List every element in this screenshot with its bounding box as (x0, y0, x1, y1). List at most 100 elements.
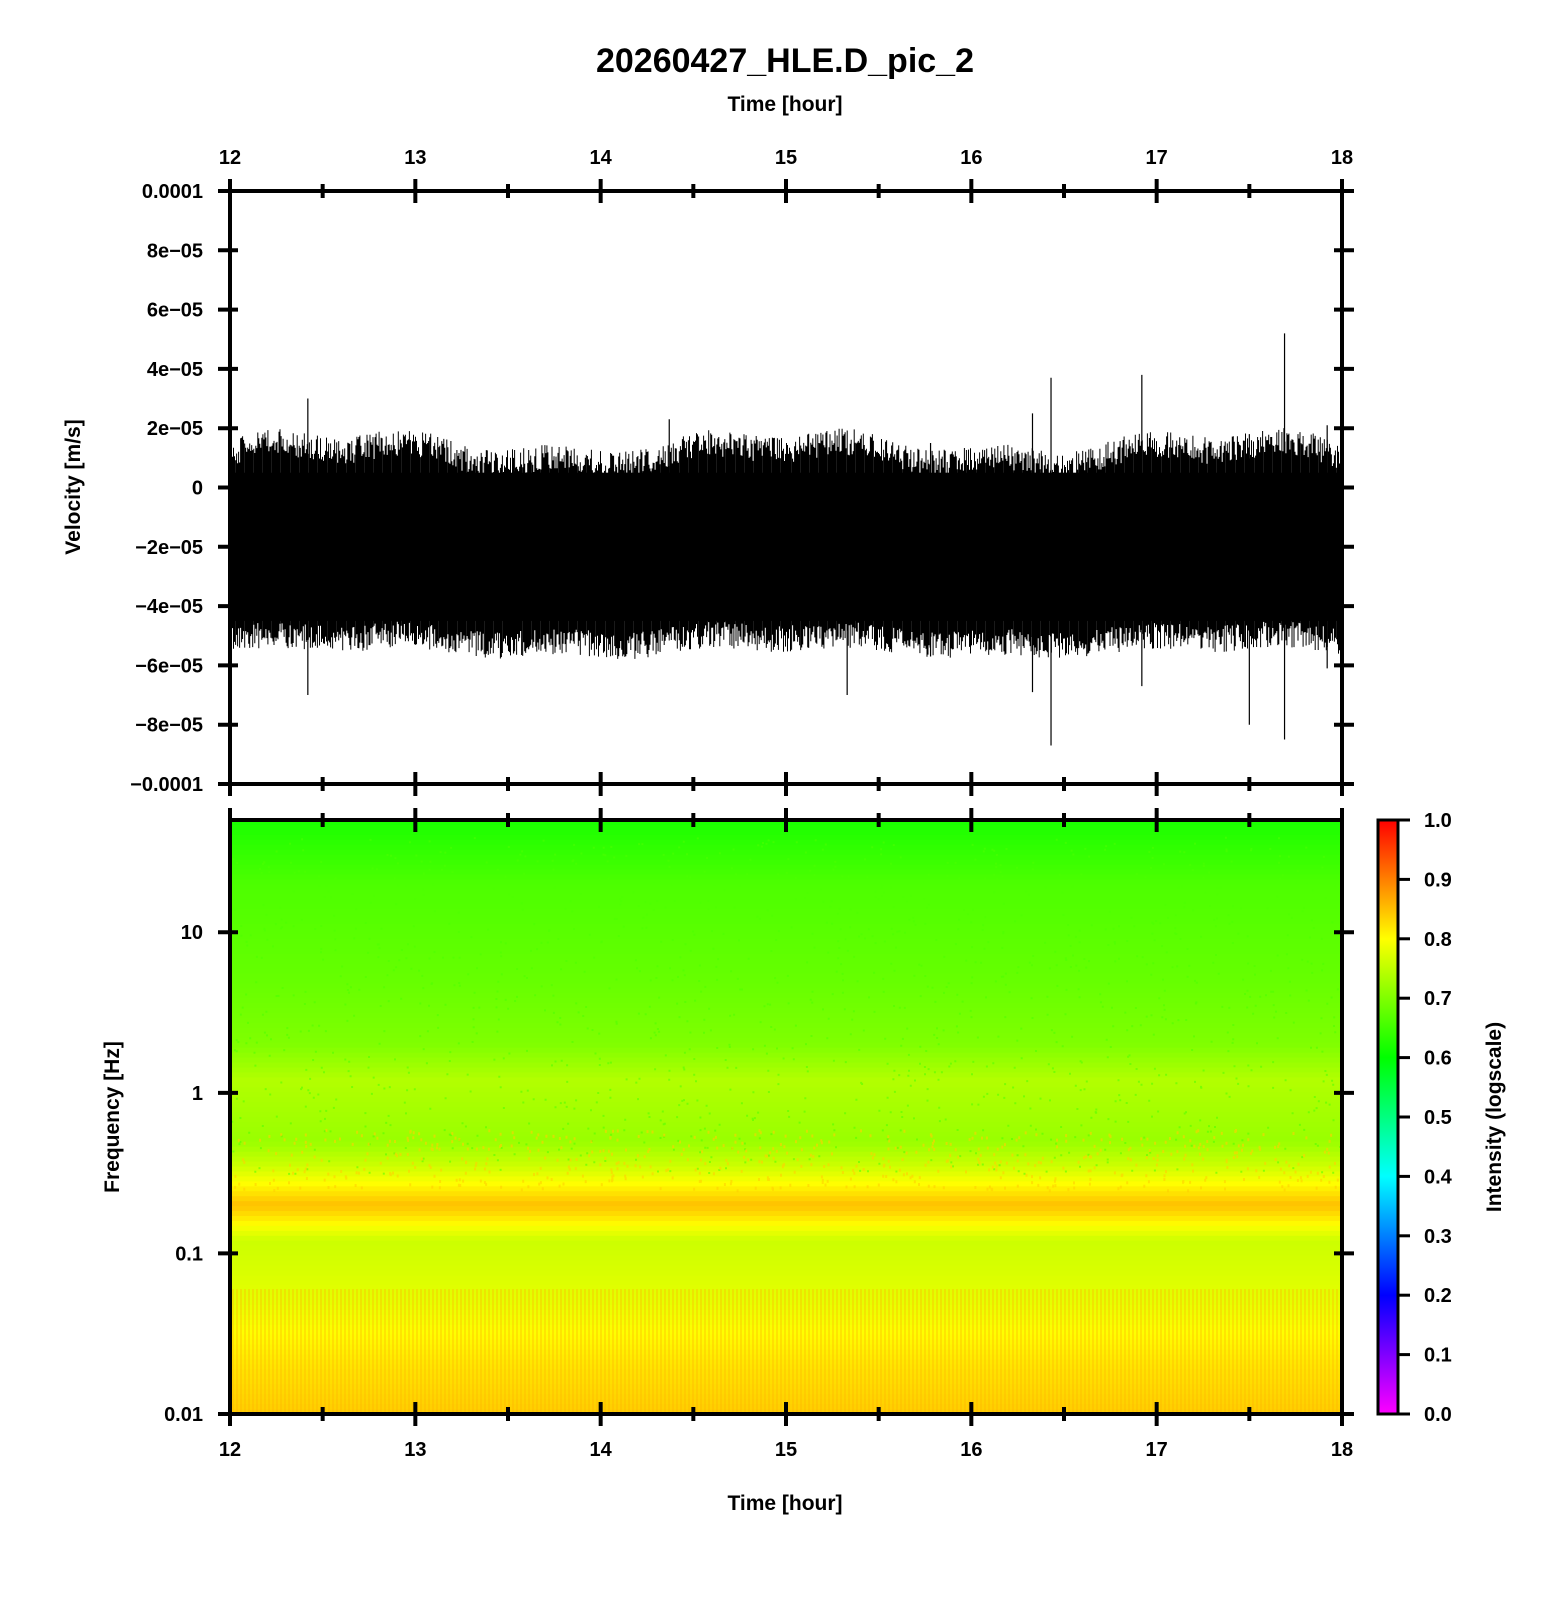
spectrogram-row (230, 889, 1342, 895)
spectrogram-row (230, 1240, 1342, 1247)
spectrogram-row (230, 943, 1342, 950)
spectrogram-row (230, 1032, 1342, 1039)
waveform-top-x-tick-label: 15 (775, 147, 797, 169)
spectrogram-row (230, 1285, 1342, 1291)
spectrogram-row (230, 988, 1342, 994)
spectrogram-y-tick-label: 0.01 (164, 1404, 203, 1426)
spectrogram-row (230, 834, 1342, 841)
spectrogram-row (230, 1225, 1342, 1232)
waveform-trace (230, 333, 1342, 746)
spectrogram-row (230, 1206, 1342, 1212)
spectrogram-row (230, 1216, 1342, 1222)
spectrogram-row (230, 1018, 1342, 1024)
spectrogram-row (230, 983, 1342, 989)
spectrogram-row (230, 829, 1342, 836)
spectrogram-row (230, 1146, 1342, 1153)
waveform-y-tick-label: 4e−05 (147, 359, 203, 381)
spectrogram-row (230, 1265, 1342, 1272)
spectrogram-row (230, 1112, 1342, 1118)
spectrogram-row (230, 904, 1342, 910)
waveform-y-tick-label: 8e−05 (147, 240, 203, 262)
spectrogram-row (230, 1260, 1342, 1267)
colorbar-tick-label: 0.4 (1424, 1166, 1453, 1188)
spectrogram-row (230, 1087, 1342, 1093)
waveform-top-x-tick-label: 18 (1331, 147, 1353, 169)
spectrogram-row (230, 948, 1342, 955)
waveform-panel: 12 13 14 15 16 17 18 0.0001 8e−05 6e−05 4e−05 2e−05… (62, 147, 1354, 796)
spectrogram-row (230, 998, 1342, 1004)
spectrogram-row (230, 1052, 1342, 1059)
spectrogram-row (230, 1062, 1342, 1069)
spectrogram-row (230, 859, 1342, 866)
spectrogram-row (230, 968, 1342, 975)
spectrogram-row (230, 1027, 1342, 1034)
spectrogram-row (230, 1275, 1342, 1281)
spectrogram-row (230, 928, 1342, 935)
spectrogram-y-axis-label: Frequency [Hz] (101, 1041, 124, 1193)
spectrogram-row (230, 1126, 1342, 1133)
spectrogram-row (230, 884, 1342, 890)
spectrogram-texture (230, 1289, 1342, 1414)
colorbar-tick-label: 0.2 (1424, 1285, 1452, 1307)
spectrogram-row (230, 874, 1342, 880)
spectrogram-row (230, 914, 1342, 920)
spectrogram-row (230, 1181, 1342, 1187)
spectrogram-y-tick-label: 10 (181, 922, 203, 944)
colorbar-tick-label: 0.9 (1424, 869, 1452, 891)
colorbar-tick-label: 0.1 (1424, 1345, 1452, 1367)
spectrogram-bottom-x-tick-label: 18 (1331, 1439, 1353, 1461)
spectrogram-bottom-x-tick-label: 15 (775, 1439, 797, 1461)
spectrogram-row (230, 864, 1342, 871)
waveform-y-tick-label: 6e−05 (147, 300, 203, 322)
spectrogram-row (230, 953, 1342, 960)
spectrogram-ticks: 12 13 14 15 16 17 18 10 1 0.1 0.01 (164, 808, 1354, 1461)
spectrogram-row (230, 849, 1342, 856)
spectrogram-row (230, 1047, 1342, 1054)
spectrogram-bottom-x-tick-label: 17 (1146, 1439, 1168, 1461)
spectrogram-row (230, 993, 1342, 999)
spectrogram-bottom-x-tick-label: 13 (404, 1439, 426, 1461)
waveform-top-x-tick-label: 14 (590, 147, 613, 169)
colorbar-ticks: 1.0 0.9 0.8 0.7 0.6 0.5 0.4 0.3 0.2 0.1 0.0 (1398, 810, 1453, 1426)
bottom-x-axis-label: Time [hour] (727, 1492, 842, 1515)
spectrogram-row (230, 844, 1342, 851)
spectrogram-row (230, 938, 1342, 945)
spectrogram-row (230, 973, 1342, 979)
waveform-ticks: 12 13 14 15 16 17 18 0.0001 8e−05 6e−05 4e−05 2e−05… (130, 147, 1354, 796)
colorbar-tick-label: 0.6 (1424, 1048, 1452, 1070)
waveform-y-tick-label: −8e−05 (135, 715, 203, 737)
spectrogram-row (230, 909, 1342, 915)
spectrogram-row (230, 1245, 1342, 1252)
spectrogram-row (230, 919, 1342, 925)
colorbar-tick-label: 0.7 (1424, 988, 1452, 1010)
spectrogram-row (230, 923, 1342, 930)
spectrogram-row (230, 1176, 1342, 1182)
spectrogram-row (230, 958, 1342, 965)
spectrogram-row (230, 978, 1342, 984)
spectrogram-row (230, 1022, 1342, 1029)
colorbar-tick-label: 1.0 (1424, 810, 1452, 832)
spectrogram-row (230, 1191, 1342, 1197)
spectrogram-row (230, 1211, 1342, 1217)
spectrogram-row (230, 1186, 1342, 1192)
spectrogram-row (230, 1230, 1342, 1237)
spectrogram-row (230, 1151, 1342, 1158)
spectrogram-row (230, 1107, 1342, 1113)
spectrogram-row (230, 1141, 1342, 1148)
waveform-envelope (230, 428, 1342, 659)
waveform-y-tick-label: −0.0001 (130, 774, 203, 796)
spectrogram-row (230, 894, 1342, 900)
colorbar-gradient (1376, 818, 1400, 1416)
spectrogram-row (230, 1117, 1342, 1123)
spectrogram-row (230, 1280, 1342, 1286)
spectrogram-row (230, 1171, 1342, 1177)
spectrogram-row (230, 1121, 1342, 1128)
spectrogram-row (230, 1082, 1342, 1088)
spectrogram-row (230, 1220, 1342, 1227)
spectrogram-row (230, 1156, 1342, 1163)
spectrogram-row (230, 1067, 1342, 1074)
colorbar-tick-label: 0.8 (1424, 929, 1452, 951)
spectrogram-row (230, 854, 1342, 861)
